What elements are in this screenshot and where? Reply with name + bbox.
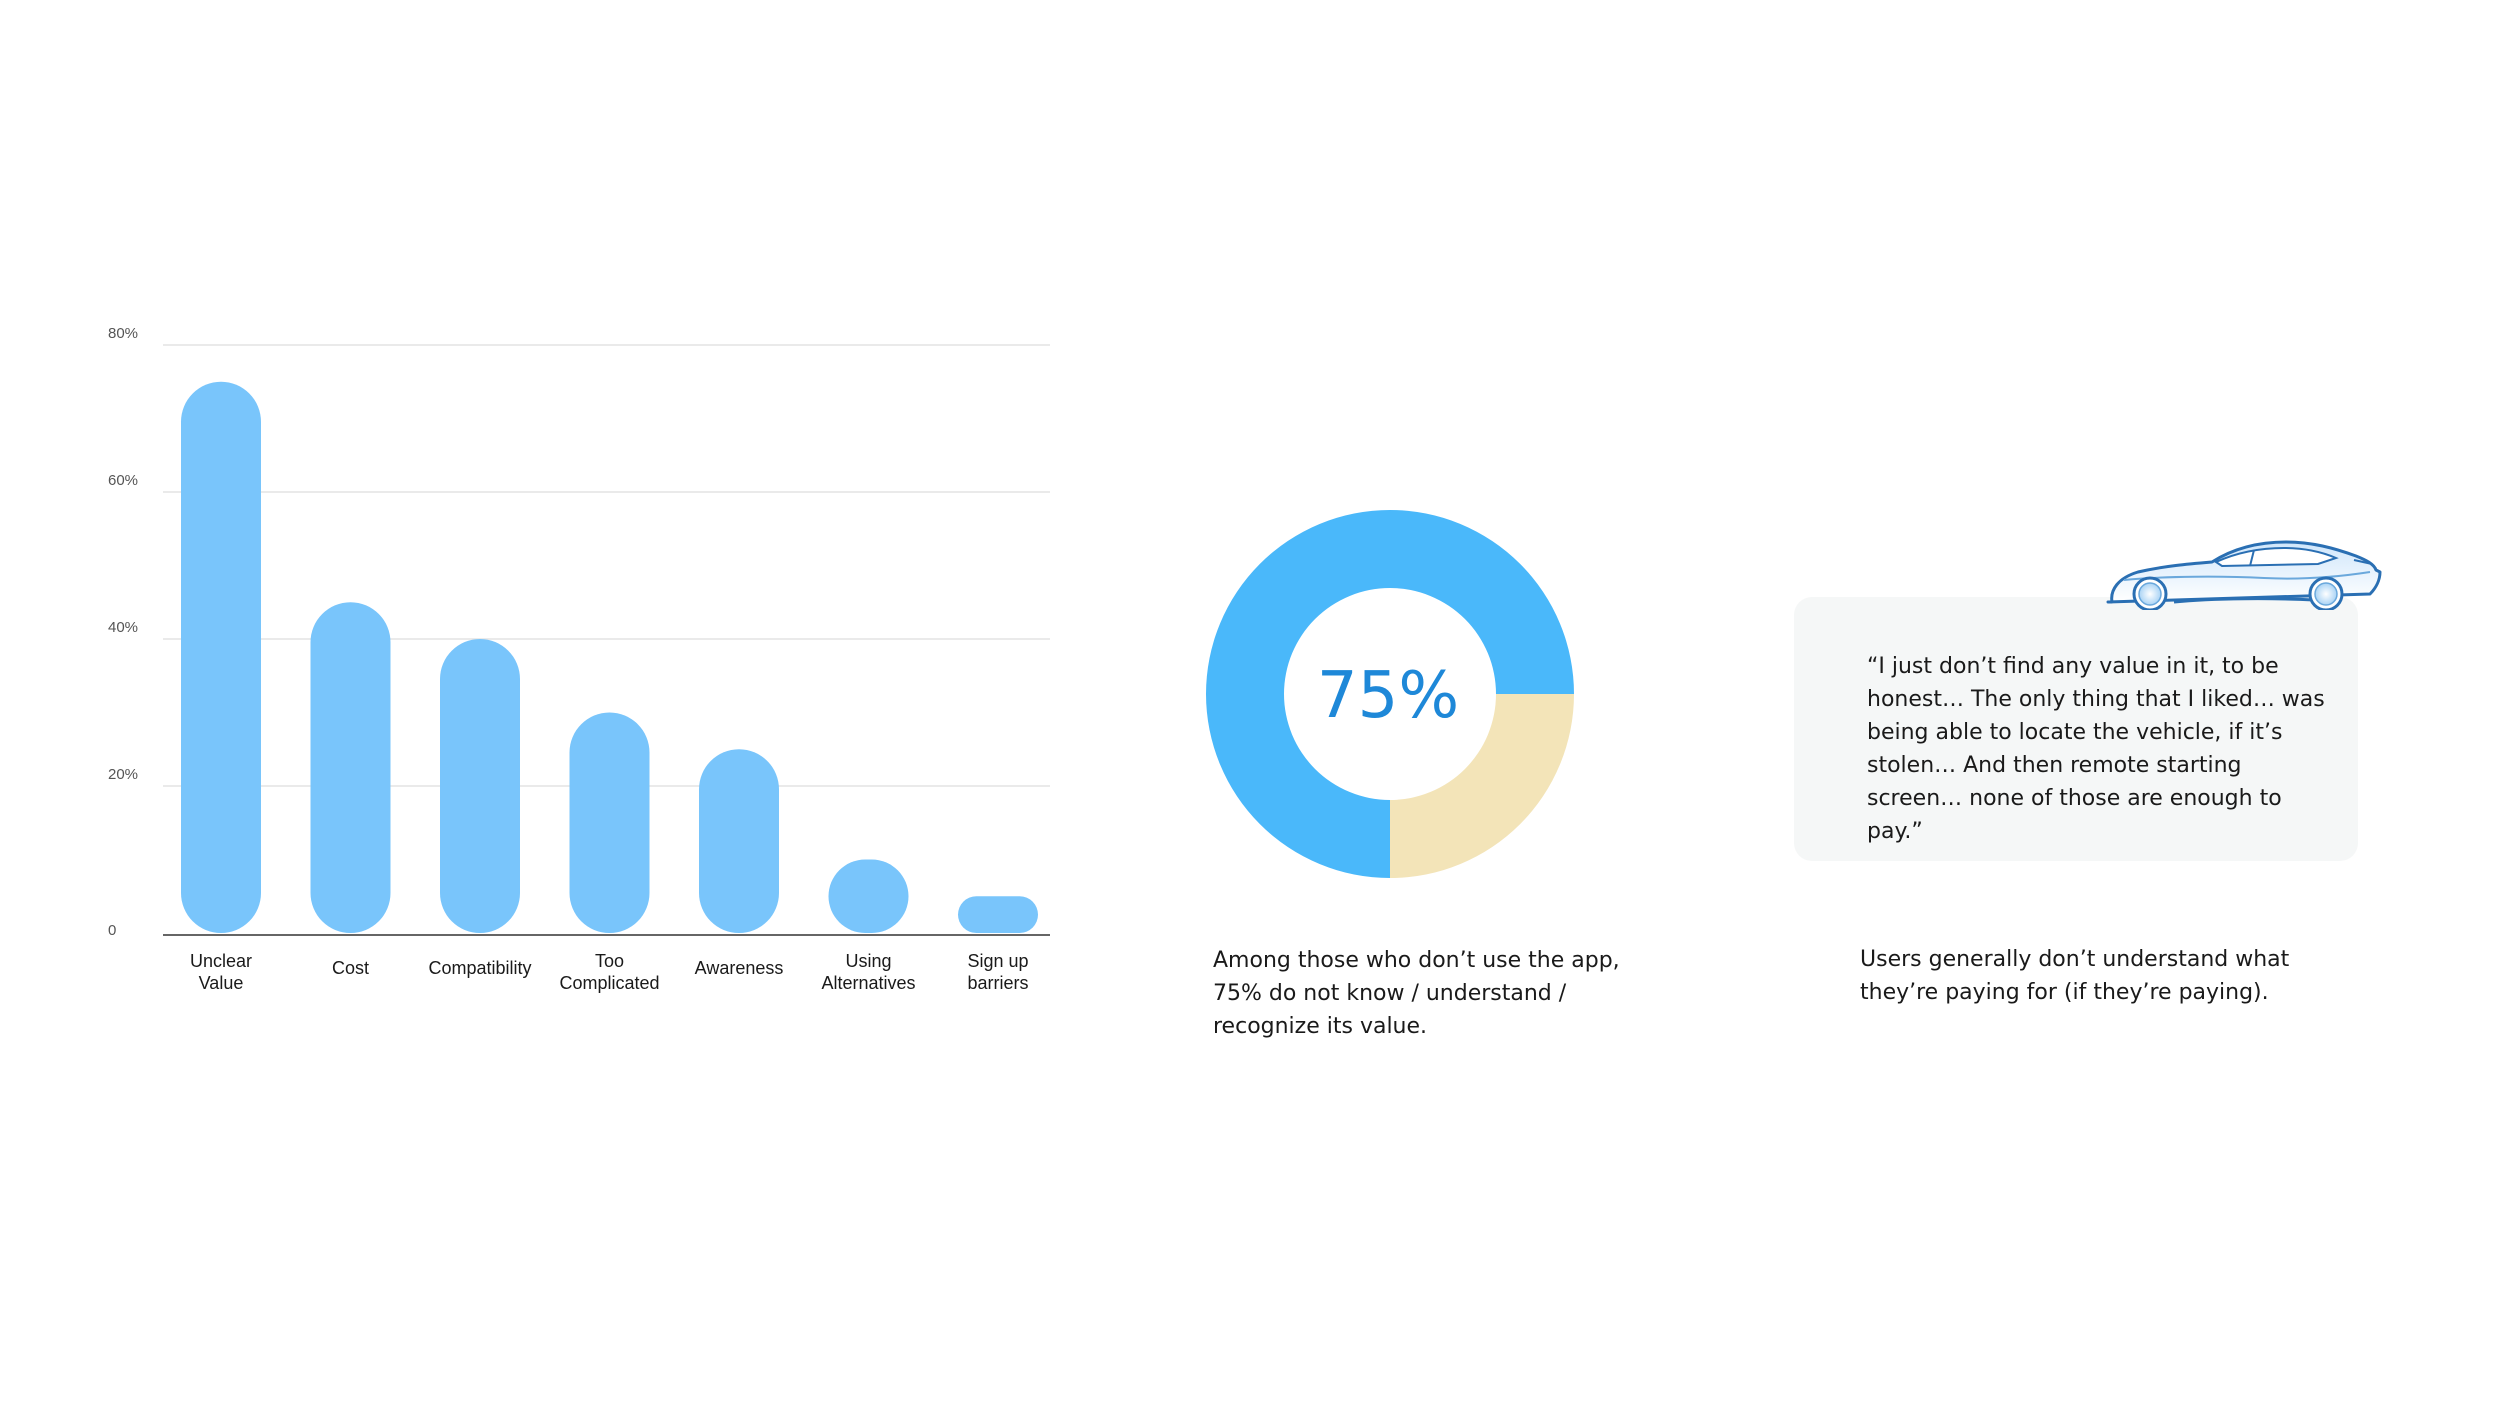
category-label: Awareness bbox=[695, 958, 784, 978]
donut-slice bbox=[1206, 510, 1574, 878]
y-tick-label: 80% bbox=[108, 325, 138, 342]
category-label: Too Complicated bbox=[559, 951, 659, 993]
category-label: Cost bbox=[332, 958, 369, 978]
donut-slice bbox=[1390, 694, 1574, 878]
y-tick-label: 0 bbox=[108, 922, 116, 939]
y-tick-label: 20% bbox=[108, 766, 138, 783]
quote-card bbox=[1794, 597, 2358, 861]
bar-chart: 0 20% 40% 60% 80% Unclear Value Cost Compatibili… bbox=[108, 325, 1050, 993]
category-label: Compatibility bbox=[428, 958, 531, 978]
donut-center-label: 75% bbox=[1317, 659, 1459, 733]
quote-caption: Users generally don’t understand what th… bbox=[1860, 947, 2290, 1005]
y-tick-label: 60% bbox=[108, 472, 138, 489]
bar bbox=[569, 712, 650, 933]
sports-car-icon bbox=[2106, 540, 2382, 610]
donut-chart: 75% bbox=[1206, 510, 1574, 878]
y-tick-label: 40% bbox=[108, 619, 138, 636]
bar bbox=[181, 381, 261, 933]
category-label: Unclear Value bbox=[190, 951, 252, 993]
quote-text: “I just don’t find any value in it, to b… bbox=[1867, 654, 2325, 844]
bar bbox=[699, 749, 779, 933]
bar bbox=[828, 859, 909, 933]
category-label: Sign up barriers bbox=[967, 951, 1028, 993]
bar bbox=[440, 639, 520, 933]
category-label: Using Alternatives bbox=[821, 951, 915, 993]
bar bbox=[310, 602, 391, 933]
donut-caption: Among those who don’t use the app, 75% d… bbox=[1213, 948, 1620, 1039]
bar bbox=[958, 896, 1038, 933]
